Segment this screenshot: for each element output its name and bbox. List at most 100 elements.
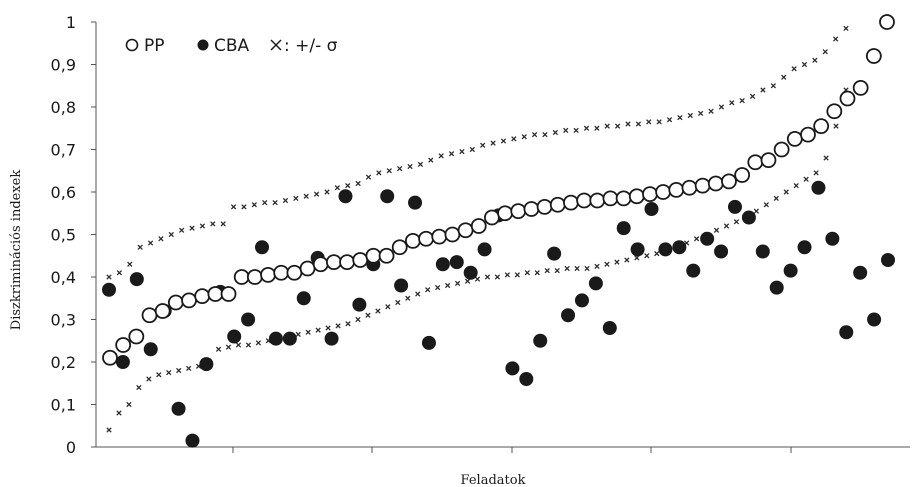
sigma-point [136, 384, 142, 391]
pp-point [418, 230, 434, 247]
cba-point [296, 291, 311, 306]
pp-point [589, 192, 606, 209]
sigma-point [624, 257, 630, 263]
pp-point [615, 190, 632, 207]
sigma-point [272, 199, 278, 206]
cba-point [102, 282, 116, 297]
cba-point [881, 253, 895, 267]
sigma-point [739, 97, 745, 104]
sigma-point [407, 163, 413, 170]
pp-point [563, 194, 579, 211]
sigma-point [365, 174, 372, 180]
cba-point [255, 240, 270, 255]
pp-point [800, 126, 816, 143]
sigma-point [186, 365, 192, 372]
pp-point [826, 103, 843, 120]
sigma-point [542, 131, 548, 138]
pp-point [602, 190, 619, 207]
sigma-point [305, 329, 311, 335]
pp-point [773, 141, 790, 158]
cba-point [268, 331, 283, 346]
legend-sigma-label: : +/- σ [284, 36, 338, 56]
cba-point [630, 242, 645, 257]
sigma-point [573, 127, 579, 134]
sigma-point [666, 117, 673, 123]
sigma-point [604, 123, 610, 129]
cba-point [282, 331, 297, 346]
cba-point [727, 199, 742, 214]
pp-point [694, 177, 711, 194]
pp-point [536, 198, 553, 215]
pp-point [839, 90, 856, 107]
sigma-point [480, 142, 486, 148]
pp-point [115, 337, 132, 353]
pp-point [312, 256, 329, 273]
sigma-point [773, 195, 779, 202]
sigma-point [490, 140, 496, 146]
pp-point [339, 254, 355, 271]
sigma-point [749, 93, 756, 100]
y-tick-label: 0,9 [51, 56, 76, 75]
sigma-point [415, 291, 421, 297]
y-tick-label: 0,6 [51, 183, 76, 202]
cba-point [449, 255, 464, 270]
cba-point [143, 342, 158, 357]
sigma-point [521, 134, 527, 140]
pp-point [444, 226, 461, 243]
sigma-point [176, 367, 182, 374]
sigma-point [677, 114, 683, 121]
sigma-point [554, 267, 560, 274]
cba-point [380, 189, 395, 204]
pp-series [102, 14, 895, 366]
cba-point [672, 240, 687, 255]
sigma-point [282, 197, 289, 204]
cba-point [199, 357, 214, 372]
pp-point [325, 254, 342, 271]
sigma-point [386, 168, 392, 174]
cba-point [435, 257, 450, 272]
sigma-point [753, 208, 760, 214]
pp-point [721, 173, 737, 190]
cba-point [519, 372, 534, 386]
pp-point [299, 260, 316, 277]
sigma-point [210, 221, 216, 227]
sigma-point [534, 270, 540, 276]
legend-pp-label: PP [144, 36, 165, 56]
sigma-point [168, 231, 174, 238]
y-tick-labels: 0 0,1 0,2 0,3 0,4 0,5 0,6 0,7 0,8 0,9 1 [51, 13, 76, 457]
sigma-point [646, 119, 652, 125]
cba-point [227, 329, 242, 344]
pp-point [484, 209, 500, 226]
y-tick-label: 1 [66, 13, 76, 32]
cba-point [797, 240, 812, 255]
sigma-point [594, 263, 600, 270]
y-tick-label: 0,5 [51, 226, 76, 245]
sigma-point [235, 342, 242, 348]
pp-point [457, 222, 474, 239]
pp-point [628, 188, 645, 205]
sigma-point [459, 148, 465, 155]
sigma-point [514, 272, 520, 278]
sigma-point [494, 274, 501, 280]
cba-point [616, 221, 631, 236]
sigma-point [813, 170, 819, 176]
sigma-point [733, 219, 740, 225]
sigma-point [220, 221, 226, 227]
sigma-point [760, 87, 766, 93]
sigma-point [511, 136, 517, 142]
y-tick-label: 0,3 [51, 311, 76, 330]
cba-point [867, 312, 882, 327]
legend-sigma-marker [270, 39, 282, 51]
sigma-point [723, 223, 730, 229]
pp-point [549, 196, 566, 213]
sigma-point [812, 57, 818, 63]
sigma-point [137, 244, 143, 250]
sigma-point [106, 274, 112, 280]
sigma-point [293, 195, 299, 202]
sigma-point [396, 165, 403, 172]
y-tick-label: 0,2 [51, 353, 76, 372]
cba-point [352, 297, 367, 312]
sigma-point [464, 278, 471, 284]
sigma-point [708, 108, 714, 114]
